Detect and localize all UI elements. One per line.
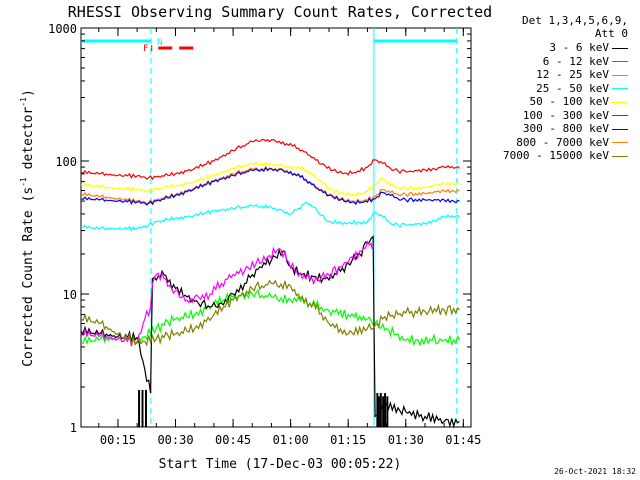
legend-swatch — [612, 115, 628, 116]
legend-entry: 25 - 50 keV — [536, 82, 628, 95]
legend-entry: 3 - 6 keV — [549, 41, 628, 54]
series-line-12-25-kev — [80, 288, 461, 347]
y-axis: 1 10 100 1000 — [48, 22, 471, 435]
y-tick-label: 10 — [63, 288, 77, 302]
series-line-800-7000-kev — [80, 165, 460, 205]
legend-entry-label: 50 - 100 keV — [529, 95, 609, 108]
legend-header-attenuator: Att 0 — [594, 27, 628, 40]
x-axis: 00:15 00:30 00:45 01:00 01:15 01:30 01:45 — [98, 28, 481, 447]
x-tick-label: 00:45 — [215, 433, 251, 447]
legend-entry: 100 - 300 keV — [523, 109, 628, 122]
legend-swatch — [612, 74, 628, 76]
legend-entry: 50 - 100 keV — [530, 95, 628, 108]
y-axis-label-end: ) — [21, 89, 36, 97]
legend-entry-label: 3 - 6 keV — [549, 41, 609, 54]
x-tick-label: 00:30 — [157, 433, 193, 447]
legend-entry: 300 - 800 keV — [523, 122, 628, 135]
series-line-100-300-kev — [80, 138, 460, 181]
series-line-50-100-kev — [80, 161, 460, 197]
legend-entry-label: 12 - 25 keV — [536, 68, 609, 81]
legend-swatch — [612, 88, 628, 89]
legend-entry: 12 - 25 keV — [536, 68, 628, 81]
series-line-3-6-kev — [80, 235, 460, 429]
legend-entry-label: 25 - 50 keV — [536, 81, 609, 95]
y-tick-label: 100 — [55, 155, 77, 169]
legend-entry-label: 100 - 300 keV — [522, 108, 609, 122]
legend-swatch — [612, 155, 628, 157]
legend-entry-label: 300 - 800 keV — [522, 122, 609, 135]
y-axis-label-mid: detector — [21, 107, 36, 178]
legend-swatch — [612, 128, 628, 130]
x-tick-label: 00:15 — [100, 433, 136, 447]
legend-entry-label: 800 - 7000 keV — [516, 135, 609, 149]
y-tick-label: 1 — [70, 421, 77, 435]
y-tick-label: 1000 — [48, 22, 77, 36]
legend-entry: 800 - 7000 keV — [516, 136, 628, 149]
legend-entry-label: 6 - 12 keV — [542, 54, 609, 68]
x-tick-label: 01:30 — [388, 433, 424, 447]
legend-entry: 7000 - 15000 keV — [503, 149, 628, 162]
plot-frame — [80, 27, 472, 428]
footer-timestamp: 26-Oct-2021 18:32 — [554, 467, 636, 476]
x-tick-label: 01:00 — [273, 433, 309, 447]
legend-entry-label: 7000 - 15000 keV — [503, 149, 609, 162]
flag-N: N — [157, 38, 162, 48]
legend-header-detectors: Det 1,3,4,5,6,9, — [522, 14, 628, 27]
legend-swatch — [612, 142, 628, 143]
series-line-25-50-kev — [80, 201, 460, 232]
x-tick-label: 01:45 — [445, 433, 481, 447]
legend-swatch — [612, 101, 628, 103]
x-axis-label: Start Time (17-Dec-03 00:05:22) — [159, 457, 402, 472]
series-line-300-800-kev — [80, 166, 460, 206]
legend-swatch — [612, 61, 628, 62]
y-axis-label-main: Corrected Count Rate (s — [21, 187, 36, 367]
y-axis-label-exp2: -1 — [19, 97, 28, 107]
legend-entry: 6 - 12 keV — [543, 55, 628, 68]
series-line-7000-15000-kev — [80, 279, 460, 347]
y-axis-label: Corrected Count Rate (s-1 detector-1) — [19, 89, 36, 367]
y-axis-label-exp1: -1 — [19, 177, 28, 187]
legend-swatch — [612, 47, 628, 49]
plot-area — [80, 27, 472, 429]
chart-title: RHESSI Observing Summary Count Rates, Co… — [68, 3, 492, 21]
flag-F: F — [143, 44, 148, 54]
x-tick-label: 01:15 — [330, 433, 366, 447]
